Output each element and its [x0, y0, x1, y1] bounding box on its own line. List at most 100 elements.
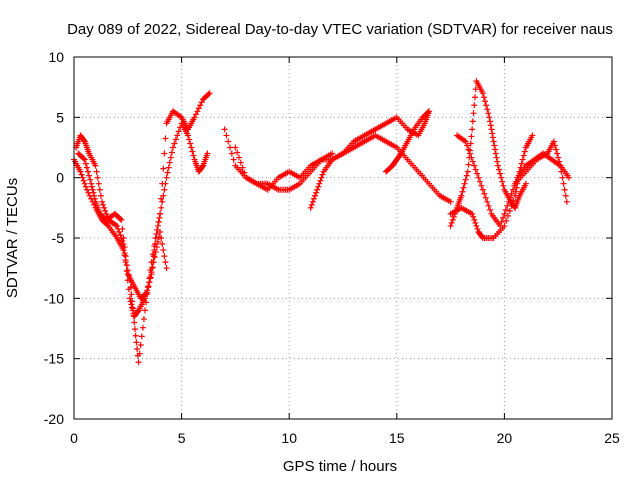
data-point	[319, 171, 326, 178]
data-point	[172, 136, 179, 143]
data-point	[477, 178, 484, 185]
data-point	[87, 176, 94, 183]
data-point	[230, 156, 237, 163]
data-point	[469, 126, 476, 133]
data-point	[474, 225, 481, 232]
data-point	[307, 204, 314, 211]
data-point	[117, 215, 124, 222]
series-track-f	[307, 108, 433, 211]
data-point	[239, 164, 246, 171]
data-point	[148, 269, 155, 276]
x-tick-label: 20	[497, 430, 513, 446]
data-point	[128, 291, 135, 298]
data-point	[318, 174, 325, 181]
data-point	[80, 155, 87, 162]
data-point	[309, 198, 316, 205]
data-point	[140, 316, 147, 323]
data-point	[154, 239, 161, 246]
data-point	[144, 289, 151, 296]
y-tick-label: 0	[56, 170, 64, 186]
data-point	[459, 188, 466, 195]
y-tick-label: -15	[44, 351, 64, 367]
data-point	[96, 186, 103, 193]
data-point	[91, 192, 98, 199]
chart-title: Day 089 of 2022, Sidereal Day-to-day VTE…	[67, 21, 613, 38]
data-point	[461, 180, 468, 187]
data-point	[501, 210, 508, 217]
data-point	[464, 168, 471, 175]
data-point	[479, 186, 486, 193]
data-point	[91, 195, 98, 202]
data-point	[102, 207, 109, 214]
data-point	[137, 341, 144, 348]
data-point	[507, 194, 514, 201]
data-point	[489, 134, 496, 141]
data-point	[563, 198, 570, 205]
data-point	[519, 156, 526, 163]
data-point	[80, 177, 87, 184]
data-point	[122, 253, 129, 260]
data-point	[129, 304, 136, 311]
data-point	[458, 192, 465, 199]
data-point	[221, 126, 228, 133]
data-point	[120, 235, 127, 241]
data-point	[153, 230, 160, 237]
data-point	[478, 182, 485, 189]
series-track-j	[512, 138, 570, 205]
data-point	[500, 182, 507, 189]
data-point	[499, 214, 506, 221]
data-point	[504, 202, 511, 209]
data-point	[522, 180, 529, 187]
data-point	[475, 174, 482, 181]
data-point	[186, 136, 193, 143]
data-point	[92, 162, 99, 169]
data-point	[160, 165, 167, 172]
data-point	[241, 169, 248, 176]
data-point	[168, 149, 175, 156]
data-point	[494, 158, 501, 165]
data-point	[383, 168, 390, 175]
data-point	[158, 235, 165, 241]
data-point	[132, 332, 139, 339]
data-point	[487, 122, 494, 129]
data-point	[145, 284, 152, 291]
data-point	[160, 247, 167, 254]
data-point	[139, 324, 146, 331]
data-point	[101, 204, 108, 211]
data-point	[165, 164, 172, 171]
data-point	[227, 144, 234, 151]
data-point	[131, 319, 138, 326]
data-point	[565, 174, 572, 181]
data-point	[161, 253, 168, 260]
data-point	[187, 140, 194, 147]
x-tick-label: 5	[178, 430, 186, 446]
data-point	[553, 146, 560, 153]
data-point	[482, 98, 489, 105]
data-point	[557, 162, 564, 169]
data-point	[162, 259, 169, 266]
data-point	[163, 265, 170, 272]
data-point	[134, 308, 141, 315]
data-point	[123, 262, 130, 269]
data-point	[81, 180, 88, 187]
data-point	[551, 142, 558, 149]
data-point	[498, 174, 505, 181]
data-point	[465, 161, 472, 168]
data-point	[494, 162, 501, 169]
data-point	[188, 144, 195, 151]
data-point	[487, 118, 494, 125]
data-point	[234, 149, 241, 156]
data-point	[237, 159, 244, 166]
data-point	[420, 113, 427, 120]
data-point	[223, 132, 230, 139]
data-point	[521, 148, 528, 155]
data-point	[463, 172, 470, 179]
data-point	[135, 359, 142, 366]
data-point	[98, 198, 105, 205]
data-point	[518, 160, 525, 167]
data-point	[472, 166, 479, 173]
data-point	[496, 166, 503, 173]
data-point	[462, 138, 469, 145]
data-point	[154, 222, 161, 229]
